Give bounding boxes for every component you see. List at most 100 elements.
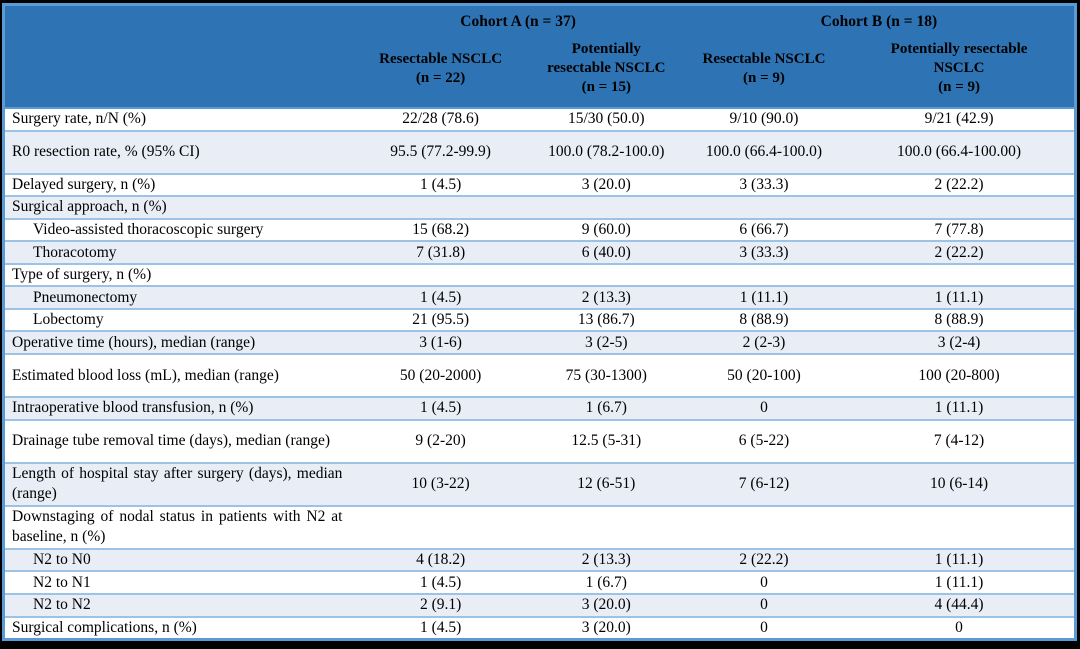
table-row: Estimated blood loss (mL), median (range… — [5, 355, 1074, 399]
table-body: Surgery rate, n/N (%) 22/28 (78.6) 15/30… — [5, 109, 1074, 639]
row-value: 8 (88.9) — [739, 311, 789, 329]
row-value: 0 — [760, 618, 768, 636]
table-row: Surgical approach, n (%) — [5, 197, 1074, 220]
surgery-outcomes-table: Cohort A (n = 37) Cohort B (n = 18) Rese… — [2, 3, 1077, 641]
row-value: 1 (11.1) — [739, 288, 789, 306]
column-header: Potentially resectable NSCLC (n = 9) — [890, 41, 1028, 95]
row-value: 75 (30-1300) — [565, 366, 647, 384]
cohort-header-row: Cohort A (n = 37) Cohort B (n = 18) — [5, 12, 1074, 32]
row-value: 13 (86.7) — [577, 311, 635, 329]
table-row: Downstaging of nodal status in patients … — [5, 506, 1074, 550]
row-value: 1 (4.5) — [419, 573, 462, 591]
row-value: 4 (44.4) — [934, 596, 984, 614]
row-value: 3 (20.0) — [581, 618, 631, 636]
row-value: 2 (2-3) — [742, 333, 786, 351]
row-label: Estimated blood loss (mL), median (range… — [12, 366, 279, 384]
row-value: 6 (66.7) — [739, 220, 789, 238]
row-value: 1 (4.5) — [419, 175, 462, 193]
table-row: Video-assisted thoracoscopic surgery 15 … — [5, 219, 1074, 243]
row-value: 100 (20-800) — [918, 366, 1000, 384]
row-label: Surgery rate, n/N (%) — [12, 110, 147, 128]
row-label: Thoracotomy — [33, 243, 117, 261]
table-row: Surgery rate, n/N (%) 22/28 (78.6) 15/30… — [5, 109, 1074, 132]
row-value: 0 — [760, 596, 768, 614]
column-header: Potentially resectable NSCLC (n = 15) — [547, 41, 666, 95]
row-value: 3 (2-5) — [584, 333, 628, 351]
row-label: Surgical approach, n (%) — [12, 198, 167, 216]
empty-corner-cell — [5, 12, 352, 32]
row-value: 10 (6-14) — [929, 475, 989, 493]
row-value: 9 (2-20) — [415, 432, 466, 450]
table-row: N2 to N1 1 (4.5) 1 (6.7) 0 1 (11.1) — [5, 572, 1074, 595]
row-value: 100.0 (66.4-100.0) — [705, 143, 823, 161]
row-value: 0 — [955, 618, 963, 636]
row-value: 21 (95.5) — [412, 311, 470, 329]
row-value: 15 (68.2) — [412, 220, 470, 238]
table-row: N2 to N0 4 (18.2) 2 (13.3) 2 (22.2) 1 (1… — [5, 549, 1074, 573]
cohort-b-header: Cohort B (n = 18) — [820, 13, 938, 30]
row-value: 7 (6-12) — [738, 475, 790, 493]
row-value: 7 (4-12) — [933, 432, 985, 450]
row-value: 22/28 (78.6) — [402, 110, 479, 128]
row-value: 3 (1-6) — [419, 333, 462, 351]
row-value: 2 (22.2) — [739, 551, 789, 569]
row-label: N2 to N1 — [33, 573, 91, 591]
row-value: 2 (22.2) — [934, 175, 984, 193]
column-header: Resectable NSCLC (n = 22) — [379, 50, 503, 86]
row-value: 6 (5-22) — [738, 432, 790, 450]
row-label: Delayed surgery, n (%) — [12, 175, 156, 193]
row-value: 2 (9.1) — [419, 596, 462, 614]
table-row: Length of hospital stay after surgery (d… — [5, 463, 1074, 507]
table-row: Surgical complications, n (%) 1 (4.5) 3 … — [5, 617, 1074, 639]
row-label: Length of hospital stay after surgery (d… — [12, 465, 343, 503]
row-value: 0 — [760, 399, 768, 417]
row-value: 1 (4.5) — [419, 288, 462, 306]
table-row: N2 to N2 2 (9.1) 3 (20.0) 0 4 (44.4) — [5, 594, 1074, 618]
table-row: Drainage tube removal time (days), media… — [5, 420, 1074, 464]
table-row: Lobectomy 21 (95.5) 13 (86.7) 8 (88.9) 8… — [5, 309, 1074, 333]
row-label: Operative time (hours), median (range) — [12, 333, 256, 351]
table-row: Pneumonectomy 1 (4.5) 2 (13.3) 1 (11.1) … — [5, 287, 1074, 310]
row-value: 1 (4.5) — [419, 618, 462, 636]
row-value: 3 (33.3) — [739, 175, 789, 193]
empty-label-header-cell — [5, 67, 352, 71]
row-value: 100.0 (66.4-100.00) — [897, 143, 1022, 161]
row-value: 95.5 (77.2-99.9) — [390, 143, 491, 161]
row-value: 1 (4.5) — [419, 399, 462, 417]
row-value: 100.0 (78.2-100.0) — [548, 143, 665, 161]
table-row: Intraoperative blood transfusion, n (%) … — [5, 398, 1074, 421]
row-value: 1 (11.1) — [934, 573, 984, 591]
row-label: Surgical complications, n (%) — [12, 618, 197, 636]
row-label: Downstaging of nodal status in patients … — [12, 508, 343, 546]
row-label: Drainage tube removal time (days), media… — [12, 432, 331, 450]
table-row: Operative time (hours), median (range) 3… — [5, 332, 1074, 355]
row-value: 10 (3-22) — [411, 475, 470, 493]
row-label: Intraoperative blood transfusion, n (%) — [12, 399, 254, 417]
row-value: 4 (18.2) — [416, 551, 466, 569]
row-value: 50 (20-100) — [727, 366, 801, 384]
row-value: 12 (6-51) — [577, 475, 636, 493]
row-value: 1 (11.1) — [934, 551, 984, 569]
row-value: 2 (13.3) — [581, 288, 631, 306]
row-value: 50 (20-2000) — [399, 366, 482, 384]
row-value: 12.5 (5-31) — [571, 432, 642, 450]
table-header: Cohort A (n = 37) Cohort B (n = 18) Rese… — [5, 6, 1074, 109]
row-value: 1 (11.1) — [934, 399, 984, 417]
row-label: N2 to N2 — [33, 596, 91, 614]
row-value: 9/21 (42.9) — [924, 110, 994, 128]
row-value: 2 (22.2) — [934, 243, 984, 261]
row-value: 9/10 (90.0) — [729, 110, 799, 128]
row-value: 3 (2-4) — [937, 333, 981, 351]
row-value: 2 (13.3) — [581, 551, 631, 569]
row-value: 3 (20.0) — [581, 596, 631, 614]
row-value: 9 (60.0) — [581, 220, 631, 238]
row-label: Video-assisted thoracoscopic surgery — [33, 220, 264, 238]
row-value: 3 (33.3) — [739, 243, 789, 261]
row-value: 6 (40.0) — [581, 243, 631, 261]
row-label: N2 to N0 — [33, 551, 91, 569]
row-label: R0 resection rate, % (95% CI) — [12, 143, 200, 161]
row-value: 3 (20.0) — [581, 175, 631, 193]
column-header: Resectable NSCLC (n = 9) — [702, 50, 826, 86]
row-value: 1 (6.7) — [585, 399, 627, 417]
